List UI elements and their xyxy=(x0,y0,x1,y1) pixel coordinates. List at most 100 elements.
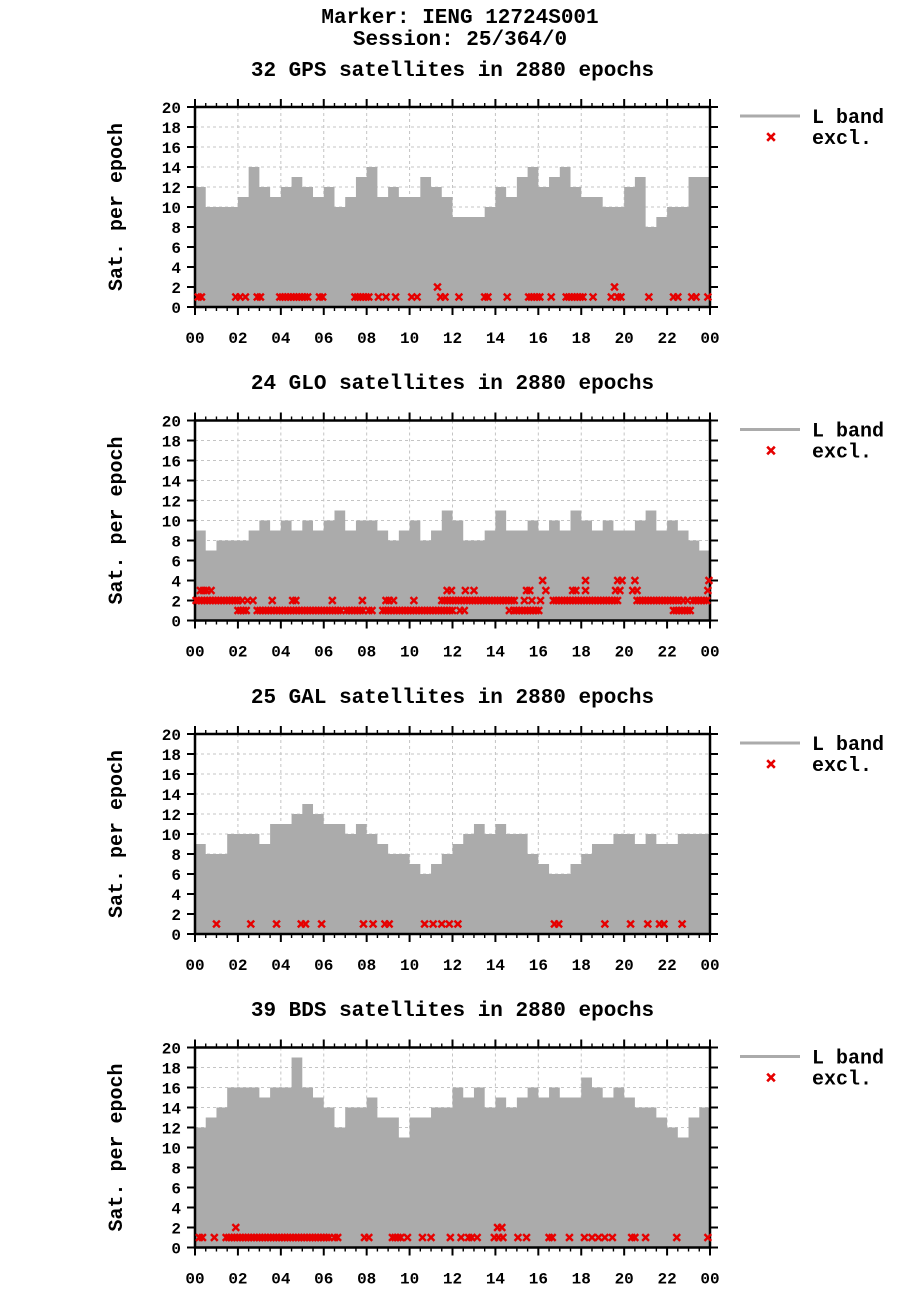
x-tick-label: 00 xyxy=(185,1271,204,1289)
y-tick-label: 12 xyxy=(162,807,181,825)
x-tick-label: 16 xyxy=(529,957,548,975)
y-tick-label: 4 xyxy=(171,1201,181,1219)
x-tick-label: 22 xyxy=(657,330,676,348)
lband-area xyxy=(195,167,710,307)
y-tick-label: 0 xyxy=(171,1241,181,1259)
x-tick-label: 08 xyxy=(357,330,376,348)
y-tick-label: 18 xyxy=(162,120,181,138)
y-tick-label: 0 xyxy=(171,300,181,318)
subplot-title-glo: 24 GLO satellites in 2880 epochs xyxy=(250,373,655,396)
lband-area xyxy=(195,1057,710,1248)
x-tick-label: 08 xyxy=(357,1271,376,1289)
y-tick-label: 2 xyxy=(171,594,181,612)
x-tick-label: 00 xyxy=(700,1271,719,1289)
y-tick-label: 12 xyxy=(162,494,181,512)
y-tick-label: 18 xyxy=(162,747,181,765)
y-tick-label: 14 xyxy=(162,160,182,178)
x-tick-label: 04 xyxy=(271,1271,291,1289)
legend-lband-label: L band xyxy=(812,107,884,130)
y-axis-title: Sat. per epoch xyxy=(106,750,129,918)
y-tick-label: 16 xyxy=(162,1081,181,1099)
y-tick-label: 20 xyxy=(162,414,181,432)
x-tick-label: 20 xyxy=(615,957,634,975)
y-tick-label: 10 xyxy=(162,514,181,532)
x-tick-label: 00 xyxy=(185,644,204,662)
legend-lband-label: L band xyxy=(812,421,884,444)
y-tick-label: 10 xyxy=(162,1141,181,1159)
y-tick-label: 6 xyxy=(171,1181,181,1199)
marker-title: Marker: IENG 12724S001 xyxy=(321,7,599,30)
x-tick-label: 20 xyxy=(615,1271,634,1289)
x-tick-label: 10 xyxy=(400,644,419,662)
x-tick-label: 10 xyxy=(400,1271,419,1289)
x-tick-label: 04 xyxy=(271,644,291,662)
x-tick-label: 14 xyxy=(486,1271,506,1289)
x-tick-label: 00 xyxy=(700,957,719,975)
legend-excl-label: excl. xyxy=(812,128,872,151)
x-tick-label: 02 xyxy=(228,957,247,975)
x-tick-label: 10 xyxy=(400,957,419,975)
y-tick-label: 10 xyxy=(162,827,181,845)
excl-markers xyxy=(193,282,713,302)
x-tick-label: 18 xyxy=(572,644,591,662)
excl-markers xyxy=(212,919,687,929)
y-tick-label: 12 xyxy=(162,1121,181,1139)
y-tick-label: 20 xyxy=(162,1041,181,1059)
y-tick-label: 6 xyxy=(171,554,181,572)
x-tick-label: 12 xyxy=(443,1271,462,1289)
y-tick-label: 20 xyxy=(162,727,181,745)
x-tick-label: 14 xyxy=(486,644,506,662)
legend-excl-label: excl. xyxy=(812,1069,872,1092)
x-tick-label: 16 xyxy=(529,330,548,348)
y-axis-title: Sat. per epoch xyxy=(106,123,129,291)
x-tick-label: 04 xyxy=(271,957,291,975)
legend-excl-label: excl. xyxy=(812,755,872,778)
y-tick-label: 8 xyxy=(171,1161,181,1179)
x-tick-label: 06 xyxy=(314,644,333,662)
y-tick-label: 8 xyxy=(171,534,181,552)
x-tick-label: 08 xyxy=(357,957,376,975)
y-tick-label: 4 xyxy=(171,887,181,905)
x-tick-label: 08 xyxy=(357,644,376,662)
x-tick-label: 06 xyxy=(314,330,333,348)
x-tick-label: 14 xyxy=(486,957,506,975)
y-tick-label: 14 xyxy=(162,1101,182,1119)
subplot-title-bds: 39 BDS satellites in 2880 epochs xyxy=(250,1000,655,1023)
y-tick-label: 16 xyxy=(162,140,181,158)
y-tick-label: 0 xyxy=(171,614,181,632)
x-tick-label: 12 xyxy=(443,644,462,662)
x-tick-label: 20 xyxy=(615,644,634,662)
y-axis-title: Sat. per epoch xyxy=(106,1063,129,1231)
x-tick-label: 04 xyxy=(271,330,291,348)
legend-lband-label: L band xyxy=(812,1048,884,1071)
y-tick-label: 6 xyxy=(171,240,181,258)
y-tick-label: 0 xyxy=(171,927,181,945)
x-tick-label: 18 xyxy=(572,1271,591,1289)
y-tick-label: 8 xyxy=(171,847,181,865)
y-tick-label: 18 xyxy=(162,1061,181,1079)
x-tick-label: 22 xyxy=(657,957,676,975)
x-tick-label: 00 xyxy=(700,330,719,348)
excl-markers xyxy=(191,576,714,615)
x-tick-label: 00 xyxy=(185,330,204,348)
x-tick-label: 18 xyxy=(572,957,591,975)
y-tick-label: 16 xyxy=(162,454,181,472)
x-tick-label: 12 xyxy=(443,330,462,348)
x-tick-label: 14 xyxy=(486,330,506,348)
x-tick-label: 16 xyxy=(529,644,548,662)
x-tick-label: 06 xyxy=(314,1271,333,1289)
y-tick-label: 20 xyxy=(162,100,181,118)
y-tick-label: 2 xyxy=(171,1221,181,1239)
x-tick-label: 00 xyxy=(185,957,204,975)
excl-markers xyxy=(195,1223,713,1242)
x-tick-label: 22 xyxy=(657,644,676,662)
y-tick-label: 2 xyxy=(171,907,181,925)
legend-excl-label: excl. xyxy=(812,442,872,465)
lband-area xyxy=(195,804,710,934)
legend-lband-label: L band xyxy=(812,734,884,757)
x-tick-label: 00 xyxy=(700,644,719,662)
